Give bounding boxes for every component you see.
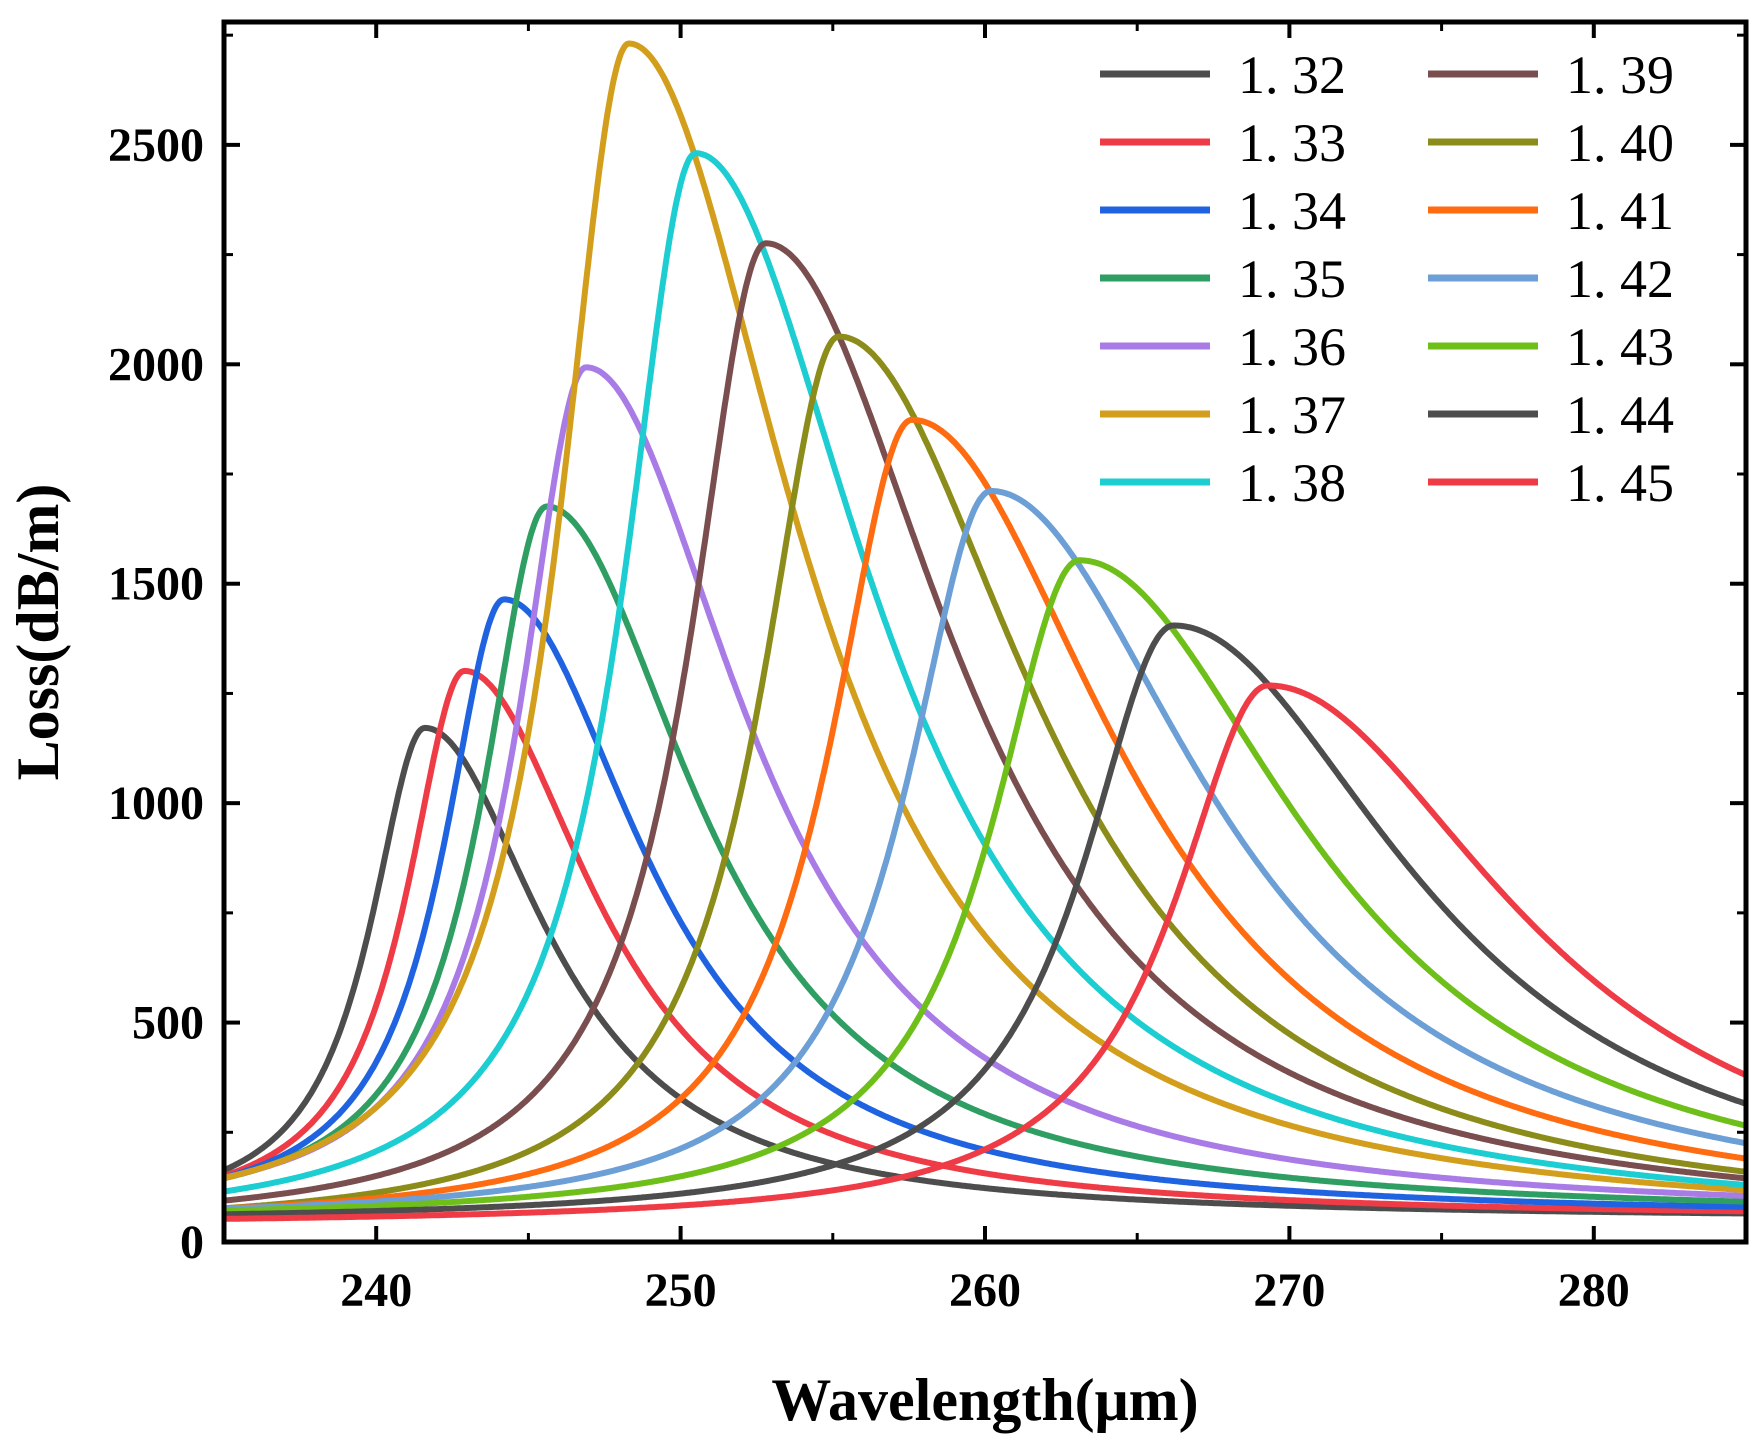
- series-line: [222, 557, 1748, 1214]
- series-line: [222, 333, 1748, 1212]
- x-tick-label: 240: [340, 1264, 412, 1317]
- legend: 1. 32 1. 33 1. 34 1. 35 1. 36 1. 37 1. 38 1. 39…: [1100, 45, 1674, 513]
- legend-label: 1. 43: [1566, 317, 1674, 377]
- x-tick-label: 270: [1253, 1264, 1325, 1317]
- x-tick-label: 280: [1558, 1264, 1630, 1317]
- legend-label: 1. 36: [1238, 317, 1346, 377]
- series-line: [222, 622, 1748, 1218]
- legend-label: 1. 34: [1238, 181, 1346, 241]
- x-tick-label: 250: [645, 1264, 717, 1317]
- series-line: [222, 488, 1748, 1212]
- legend-label: 1. 33: [1238, 113, 1346, 173]
- x-tick-label: 260: [949, 1264, 1021, 1317]
- y-tick-label: 500: [132, 997, 204, 1050]
- legend-label: 1. 32: [1238, 45, 1346, 105]
- y-axis-title: Loss(dB/m): [5, 484, 71, 781]
- legend-label: 1. 45: [1566, 453, 1674, 513]
- series-line: [222, 416, 1748, 1212]
- legend-label: 1. 42: [1566, 249, 1674, 309]
- legend-label: 1. 44: [1566, 385, 1674, 445]
- legend-label: 1. 35: [1238, 249, 1346, 309]
- legend-label: 1. 37: [1238, 385, 1346, 445]
- y-tick-label: 2500: [108, 119, 204, 172]
- series-line: [222, 682, 1748, 1222]
- series-line: [222, 364, 1748, 1199]
- legend-label: 1. 41: [1566, 181, 1674, 241]
- y-tick-label: 2000: [108, 338, 204, 391]
- legend-label: 1. 40: [1566, 113, 1674, 173]
- axes-layer: 240 250 260 270 280 0 500 1000 1500 2000 2500: [108, 22, 1748, 1317]
- series-line: [222, 240, 1748, 1204]
- series-line: [222, 724, 1748, 1217]
- y-tick-label: 0: [180, 1216, 204, 1269]
- y-tick-label: 1500: [108, 558, 204, 611]
- series-layer: [222, 40, 1748, 1222]
- x-axis-title: Wavelength(μm): [771, 1367, 1198, 1433]
- legend-label: 1. 39: [1566, 45, 1674, 105]
- series-line: [222, 503, 1748, 1205]
- series-line: [222, 40, 1748, 1194]
- y-tick-label: 1000: [108, 777, 204, 830]
- legend-label: 1. 38: [1238, 453, 1346, 513]
